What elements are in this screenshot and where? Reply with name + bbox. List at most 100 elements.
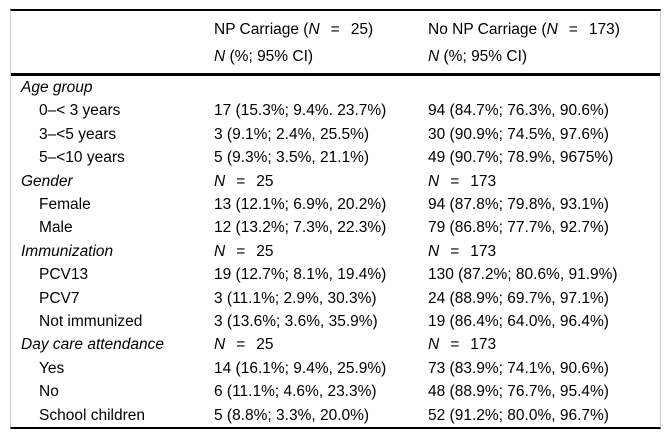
table-row: Male 12 (13.2%; 7.3%, 22.3%) 79 (86.8%; 77… — [11, 216, 660, 239]
text-segment: 19 (86.4%; 64.0%, 96.4%) — [428, 313, 609, 331]
table-row: 3–<5 years 3 (9.1%; 2.4%, 25.5%) 30 (90.9%… — [11, 123, 660, 146]
text-segment: = — [450, 172, 460, 190]
section-row: Age group — [11, 76, 660, 99]
n-symbol: N — [214, 172, 226, 190]
table-body: Age group 0–< 3 years 17 (15.3%; 9.4%. 23.… — [11, 76, 660, 427]
np-carriage-cell: N = 25 — [214, 170, 428, 193]
text-segment: 3 (11.1%; 2.9%, 30.3%) — [214, 289, 377, 307]
header-row: NP Carriage (N = 25) N (%; 95% CI) No NP C… — [11, 16, 660, 70]
row-label: Not immunized — [39, 313, 143, 331]
table-row: Not immunized 3 (13.6%; 3.6%, 35.9%) 19 (8… — [11, 310, 660, 333]
np-carriage-cell: 19 (12.7%; 8.1%, 19.4%) — [214, 263, 428, 286]
table-row: PCV7 3 (11.1%; 2.9%, 30.3%) 24 (88.9%; 69.… — [11, 287, 660, 310]
table-row: 0–< 3 years 17 (15.3%; 9.4%. 23.7%) 94 (84… — [11, 99, 660, 122]
np-carriage-cell: N = 25 — [214, 240, 428, 263]
text-segment: = — [450, 336, 460, 354]
n-symbol: N — [308, 21, 320, 38]
row-label: 0–< 3 years — [39, 102, 121, 120]
text-segment: 25 — [256, 242, 274, 260]
no-np-carriage-cell: N = 173 — [428, 240, 660, 263]
no-np-carriage-cell: N = 173 — [428, 333, 660, 356]
text-segment: 73 (83.9%; 74.1%, 90.6%) — [428, 359, 609, 377]
row-label: Yes — [39, 359, 65, 377]
text-segment: 19 (12.7%; 8.1%, 19.4%) — [214, 266, 387, 284]
row-label: Male — [39, 219, 73, 237]
no-np-carriage-cell: 48 (88.9%; 76.7%, 95.4%) — [428, 380, 660, 403]
no-np-carriage-cell: 130 (87.2%; 80.6%, 91.9%) — [428, 263, 660, 286]
text-segment: No NP Carriage ( — [428, 21, 547, 38]
row-label: 5–<10 years — [39, 149, 125, 167]
text-segment: (%; 95% CI) — [439, 48, 528, 65]
text-segment: 94 (87.8%; 79.8%, 93.1%) — [428, 196, 609, 214]
text-segment: 17 (15.3%; 9.4%. 23.7%) — [214, 102, 387, 120]
no-np-carriage-cell: 94 (84.7%; 76.3%, 90.6%) — [428, 99, 660, 122]
text-segment: = — [450, 242, 460, 260]
header-np-carriage-title: NP Carriage (N = 25) — [214, 16, 428, 43]
text-segment: 173 — [470, 336, 497, 354]
n-symbol: N — [428, 172, 440, 190]
section-row: Day care attendance N = 25 N = 173 — [11, 333, 660, 356]
section-label: Day care attendance — [21, 336, 165, 354]
text-segment: 30 (90.9%; 74.5%, 97.6%) — [428, 125, 609, 143]
text-segment: 94 (84.7%; 76.3%, 90.6%) — [428, 102, 609, 120]
text-segment: 79 (86.8%; 77.7%, 92.7%) — [428, 219, 609, 237]
n-symbol: N — [546, 21, 558, 38]
text-segment: 12 (13.2%; 7.3%, 22.3%) — [214, 219, 387, 237]
section-label: Immunization — [21, 242, 114, 260]
header-no-np-carriage: No NP Carriage (N = 173) N (%; 95% CI) — [428, 16, 660, 70]
n-symbol: N — [428, 242, 440, 260]
text-segment: 14 (16.1%; 9.4%, 25.9%) — [214, 359, 387, 377]
np-carriage-cell: 12 (13.2%; 7.3%, 22.3%) — [214, 216, 428, 239]
np-carriage-cell: 6 (11.1%; 4.6%, 23.3%) — [214, 380, 428, 403]
no-np-carriage-cell: 24 (88.9%; 69.7%, 97.1%) — [428, 287, 660, 310]
text-segment: 25) — [350, 21, 374, 38]
text-segment: = — [236, 172, 246, 190]
np-carriage-cell: 3 (9.1%; 2.4%, 25.5%) — [214, 123, 428, 146]
no-np-carriage-cell: 94 (87.8%; 79.8%, 93.1%) — [428, 193, 660, 216]
text-segment: 3 (9.1%; 2.4%, 25.5%) — [214, 125, 370, 143]
text-segment: 173 — [470, 172, 497, 190]
no-np-carriage-cell: 19 (86.4%; 64.0%, 96.4%) — [428, 310, 660, 333]
n-symbol: N — [214, 242, 226, 260]
table-row: 5–<10 years 5 (9.3%; 3.5%, 21.1%) 49 (90.7… — [11, 146, 660, 169]
text-segment: (%; 95% CI) — [225, 48, 314, 65]
np-carriage-cell: N = 25 — [214, 333, 428, 356]
n-symbol: N — [214, 48, 226, 65]
row-label: PCV13 — [39, 266, 89, 284]
text-segment: 6 (11.1%; 4.6%, 23.3%) — [214, 383, 377, 401]
header-np-carriage: NP Carriage (N = 25) N (%; 95% CI) — [214, 16, 428, 70]
text-segment: = — [568, 21, 578, 38]
text-segment: 52 (91.2%; 80.0%, 96.7%) — [428, 406, 609, 424]
header-no-np-carriage-subtitle: N (%; 95% CI) — [428, 43, 660, 70]
np-carriage-cell: 14 (16.1%; 9.4%, 25.9%) — [214, 357, 428, 380]
no-np-carriage-cell: 30 (90.9%; 74.5%, 97.6%) — [428, 123, 660, 146]
text-segment: 48 (88.9%; 76.7%, 95.4%) — [428, 383, 609, 401]
table-row: Female 13 (12.1%; 6.9%, 20.2%) 94 (87.8%; … — [11, 193, 660, 216]
no-np-carriage-cell: 79 (86.8%; 77.7%, 92.7%) — [428, 216, 660, 239]
n-symbol: N — [428, 336, 440, 354]
text-segment: 49 (90.7%; 78.9%, 9675%) — [428, 149, 614, 167]
no-np-carriage-cell: 49 (90.7%; 78.9%, 9675%) — [428, 146, 660, 169]
np-carriage-cell: 3 (11.1%; 2.9%, 30.3%) — [214, 287, 428, 310]
section-label: Gender — [21, 172, 73, 190]
row-label: 3–<5 years — [39, 125, 117, 143]
table-row: Yes 14 (16.1%; 9.4%, 25.9%) 73 (83.9%; 74.… — [11, 357, 660, 380]
table-row: No 6 (11.1%; 4.6%, 23.3%) 48 (88.9%; 76.7%… — [11, 380, 660, 403]
np-carriage-cell: 3 (13.6%; 3.6%, 35.9%) — [214, 310, 428, 333]
no-np-carriage-cell: 73 (83.9%; 74.1%, 90.6%) — [428, 357, 660, 380]
row-label: PCV7 — [39, 289, 80, 307]
no-np-carriage-cell: N = 173 — [428, 170, 660, 193]
section-label: Age group — [21, 79, 93, 96]
table-row: School children 5 (8.8%; 3.3%, 20.0%) 52 (… — [11, 404, 660, 427]
text-segment: 173) — [588, 21, 620, 38]
text-segment: 130 (87.2%; 80.6%, 91.9%) — [428, 266, 618, 284]
row-label: Female — [39, 196, 91, 214]
no-np-carriage-cell: 52 (91.2%; 80.0%, 96.7%) — [428, 404, 660, 427]
text-segment: 173 — [470, 242, 497, 260]
n-symbol: N — [428, 48, 440, 65]
np-carriage-cell: 13 (12.1%; 6.9%, 20.2%) — [214, 193, 428, 216]
n-symbol: N — [214, 336, 226, 354]
table-header: NP Carriage (N = 25) N (%; 95% CI) No NP C… — [11, 11, 660, 76]
np-carriage-cell: 5 (8.8%; 3.3%, 20.0%) — [214, 404, 428, 427]
text-segment: NP Carriage ( — [214, 21, 309, 38]
